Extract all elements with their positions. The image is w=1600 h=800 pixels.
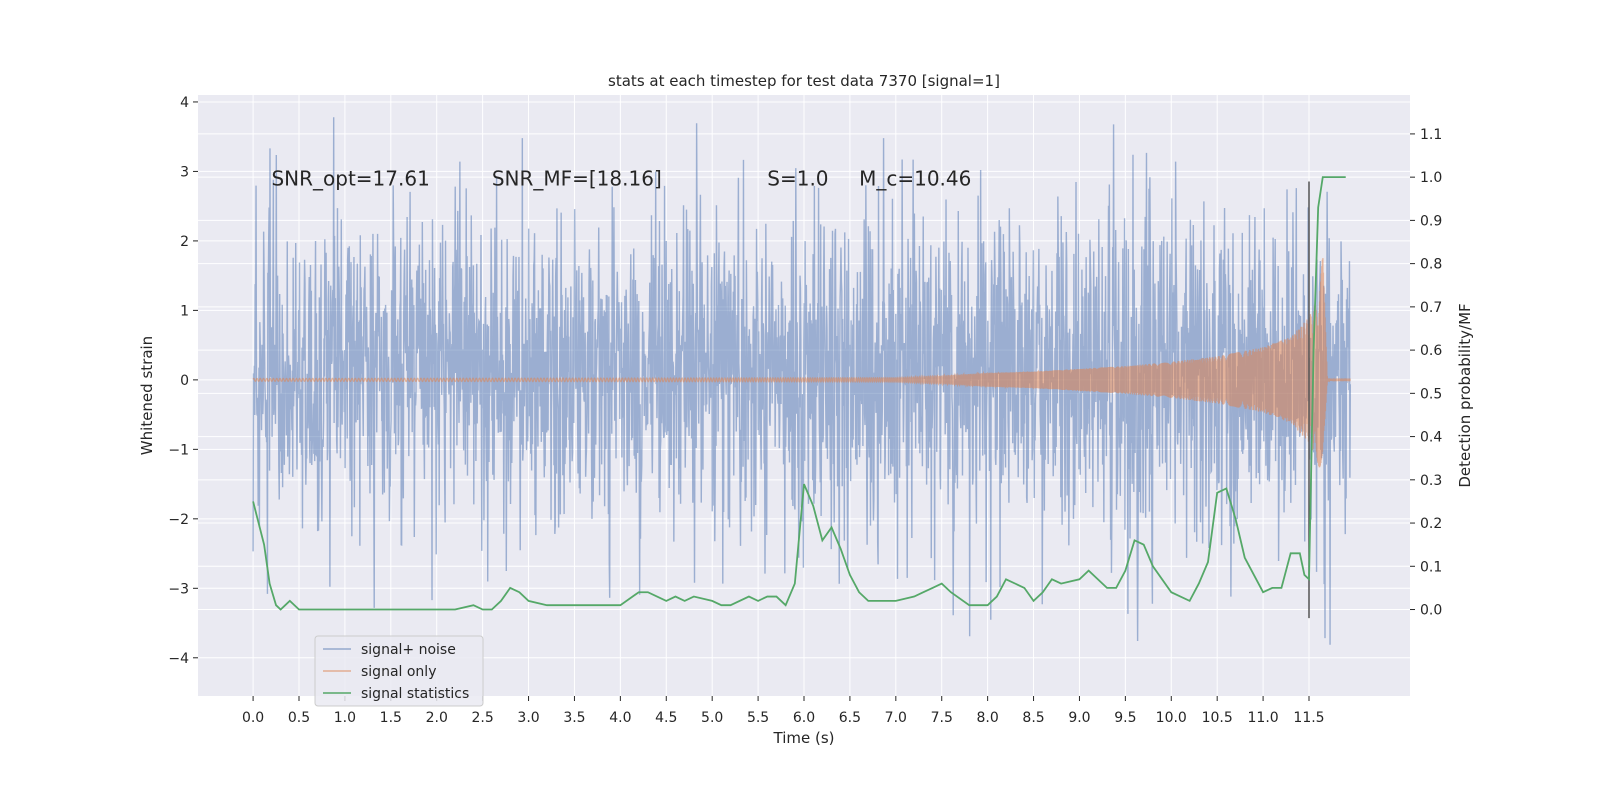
series-layer	[252, 117, 1352, 645]
right-y-axis: 0.0 0.1 0.2 0.3 0.4 0.5 0.6 0.7 0.8 0.9 1.0 1.1	[1410, 127, 1442, 619]
y-tick-label: 3	[180, 164, 189, 180]
legend-label-signal-statistics: signal statistics	[361, 686, 469, 702]
x-tick-label: 6.0	[793, 710, 815, 726]
x-tick-label: 2.5	[472, 710, 494, 726]
y2-tick-label: 0.2	[1420, 516, 1442, 532]
x-tick-label: 1.5	[380, 710, 402, 726]
annotation-mc: M_c=10.46	[859, 166, 971, 190]
y2-tick-label: 0.1	[1420, 559, 1442, 575]
x-tick-label: 9.0	[1068, 710, 1090, 726]
legend: signal+ noise signal only signal statist…	[314, 635, 484, 707]
y2-tick-label: 0.3	[1420, 473, 1442, 489]
y-tick-label: −3	[168, 581, 189, 597]
x-tick-label: 9.5	[1114, 710, 1136, 726]
x-tick-label: 8.0	[977, 710, 999, 726]
y2-tick-label: 0.8	[1420, 257, 1442, 273]
annotation-s: S=1.0	[767, 166, 828, 190]
left-y-axis: −4 −3 −2 −1 0 1 2 3 4	[168, 95, 198, 667]
x-tick-label: 4.5	[655, 710, 677, 726]
x-tick-label: 1.0	[334, 710, 356, 726]
x-tick-label: 3.5	[563, 710, 585, 726]
x-tick-label: 11.5	[1293, 710, 1324, 726]
x-axis-label: Time (s)	[773, 729, 835, 747]
annotation-snr-mf: SNR_MF=[18.16]	[492, 166, 662, 190]
series-signal-statistics	[252, 176, 1346, 611]
x-tick-label: 0.0	[242, 710, 264, 726]
x-tick-label: 5.5	[747, 710, 769, 726]
y2-axis-label: Detection probability/MF	[1456, 303, 1474, 487]
y2-tick-label: 0.0	[1420, 603, 1442, 619]
x-tick-label: 7.5	[931, 710, 953, 726]
annotations: SNR_opt=17.61 SNR_MF=[18.16] S=1.0 M_c=1…	[271, 166, 971, 190]
y2-tick-label: 0.7	[1420, 300, 1442, 316]
series-signal-noise	[252, 117, 1352, 645]
y-tick-label: 1	[180, 303, 189, 319]
x-tick-label: 0.5	[288, 710, 310, 726]
y-tick-label: −4	[168, 651, 189, 667]
y2-tick-label: 0.6	[1420, 343, 1442, 359]
x-tick-label: 3.0	[517, 710, 539, 726]
y2-tick-label: 1.1	[1420, 127, 1442, 143]
y-tick-label: −1	[168, 442, 189, 458]
y-tick-label: 2	[180, 234, 189, 250]
y2-tick-label: 1.0	[1420, 170, 1442, 186]
x-tick-label: 5.0	[701, 710, 723, 726]
y-axis-label: Whitened strain	[138, 336, 156, 455]
y2-tick-label: 0.9	[1420, 213, 1442, 229]
x-tick-label: 4.0	[609, 710, 631, 726]
x-axis: 0.0 0.5 1.0 1.5 2.0 2.5 3.0 3.5 4.0 4.5 5.0 5.5 6.0 6…	[242, 696, 1325, 726]
legend-label-signal-noise: signal+ noise	[361, 642, 456, 658]
chart-title: stats at each timestep for test data 737…	[608, 72, 1000, 90]
y-tick-label: 4	[180, 95, 189, 111]
x-tick-label: 10.5	[1202, 710, 1233, 726]
x-tick-label: 7.0	[885, 710, 907, 726]
legend-box	[314, 635, 484, 707]
annotation-snr-opt: SNR_opt=17.61	[271, 166, 429, 190]
legend-label-signal-only: signal only	[361, 664, 436, 680]
x-tick-label: 2.0	[426, 710, 448, 726]
x-tick-label: 6.5	[839, 710, 861, 726]
y-tick-label: −2	[168, 512, 189, 528]
x-tick-label: 11.0	[1248, 710, 1279, 726]
y2-tick-label: 0.5	[1420, 386, 1442, 402]
x-tick-label: 8.5	[1022, 710, 1044, 726]
plot-content	[252, 117, 1352, 645]
y2-tick-label: 0.4	[1420, 430, 1442, 446]
x-tick-label: 10.0	[1156, 710, 1187, 726]
y-tick-label: 0	[180, 373, 189, 389]
series-signal-only	[252, 258, 1351, 468]
